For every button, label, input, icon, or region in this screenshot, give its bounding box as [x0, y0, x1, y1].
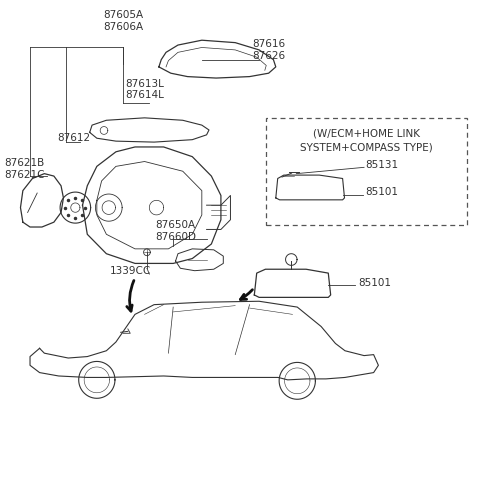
Text: 85101: 85101: [359, 278, 391, 288]
Text: 87612: 87612: [58, 133, 91, 143]
Text: 87621B
87621C: 87621B 87621C: [4, 158, 44, 180]
Text: (W/ECM+HOME LINK: (W/ECM+HOME LINK: [313, 128, 420, 139]
Text: SYSTEM+COMPASS TYPE): SYSTEM+COMPASS TYPE): [300, 142, 433, 152]
Text: 87650A
87660D: 87650A 87660D: [155, 220, 196, 242]
Text: 85131: 85131: [365, 161, 398, 170]
Text: 87605A
87606A: 87605A 87606A: [103, 10, 143, 32]
Text: 87613L
87614L: 87613L 87614L: [125, 79, 164, 101]
Text: 85101: 85101: [365, 187, 398, 197]
Text: 1339CC: 1339CC: [109, 265, 151, 276]
Text: 87616
87626: 87616 87626: [252, 39, 285, 61]
